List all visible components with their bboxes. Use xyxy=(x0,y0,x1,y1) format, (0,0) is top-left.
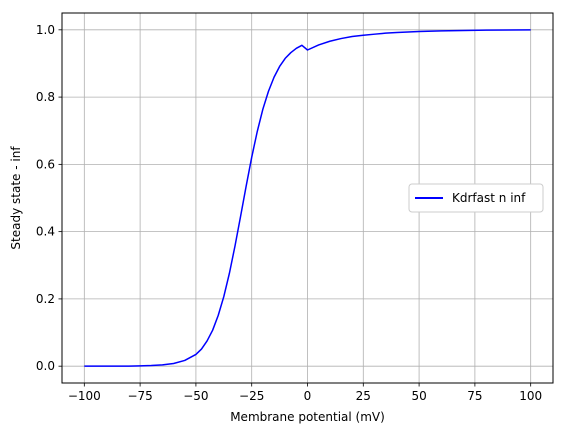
grid xyxy=(62,13,553,383)
y-tick-label: 1.0 xyxy=(36,23,55,37)
y-tick-label: 0.0 xyxy=(36,359,55,373)
y-tick-label: 0.4 xyxy=(36,225,55,239)
ticks: −100 −75 −50 −25 0 25 50 75 100 0.0 0.2 0.4 0.6 0.8 1.… xyxy=(36,23,542,403)
x-tick-label: −50 xyxy=(183,389,208,403)
series-line xyxy=(84,29,531,367)
series-layer xyxy=(84,29,531,367)
legend-box xyxy=(408,183,544,213)
y-tick-label: 0.6 xyxy=(36,157,55,171)
y-axis-label: Steady state - inf xyxy=(9,146,23,250)
x-tick-label: −75 xyxy=(127,389,152,403)
y-tick-label: 0.8 xyxy=(36,90,55,104)
x-tick-label: 50 xyxy=(411,389,426,403)
x-tick-label: 100 xyxy=(519,389,542,403)
y-tick-label: 0.2 xyxy=(36,292,55,306)
x-tick-label: −25 xyxy=(239,389,264,403)
x-tick-label: 75 xyxy=(467,389,482,403)
x-axis-label: Membrane potential (mV) xyxy=(230,410,385,424)
x-tick-label: 0 xyxy=(304,389,312,403)
x-tick-label: −100 xyxy=(68,389,101,403)
legend: Kdrfast n inf xyxy=(408,183,544,213)
legend-entry: Kdrfast n inf xyxy=(452,191,526,205)
x-tick-label: 25 xyxy=(356,389,371,403)
